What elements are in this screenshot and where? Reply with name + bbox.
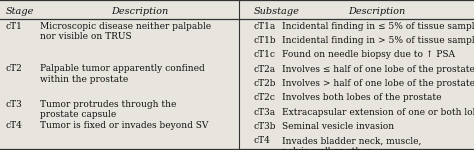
Text: cT4: cT4 bbox=[6, 121, 23, 130]
Text: Found on needle biopsy due to ↑ PSA: Found on needle biopsy due to ↑ PSA bbox=[282, 50, 455, 59]
Text: Microscopic disease neither palpable
nor visible on TRUS: Microscopic disease neither palpable nor… bbox=[40, 22, 211, 41]
Text: cT2a: cT2a bbox=[254, 65, 276, 74]
Text: Involves both lobes of the prostate: Involves both lobes of the prostate bbox=[282, 93, 441, 102]
Text: Stage: Stage bbox=[6, 7, 34, 16]
Text: cT2: cT2 bbox=[6, 64, 22, 73]
Text: cT3a: cT3a bbox=[254, 108, 276, 117]
Text: Extracapsular extension of one or both lobes: Extracapsular extension of one or both l… bbox=[282, 108, 474, 117]
Text: Substage: Substage bbox=[254, 7, 300, 16]
Text: Incidental finding in > 5% of tissue sample: Incidental finding in > 5% of tissue sam… bbox=[282, 36, 474, 45]
Text: cT1a: cT1a bbox=[254, 22, 276, 31]
Text: Description: Description bbox=[348, 7, 405, 16]
Text: cT3b: cT3b bbox=[254, 122, 276, 131]
Text: Invades bladder neck, muscle,
pelvic wall or other: Invades bladder neck, muscle, pelvic wal… bbox=[282, 136, 421, 150]
Text: cT2b: cT2b bbox=[254, 79, 276, 88]
Text: Tumor protrudes through the
prostate capsule: Tumor protrudes through the prostate cap… bbox=[40, 100, 177, 119]
Text: Description: Description bbox=[111, 7, 168, 16]
Text: Involves > half of one lobe of the prostate: Involves > half of one lobe of the prost… bbox=[282, 79, 474, 88]
Text: cT1: cT1 bbox=[6, 22, 23, 31]
Text: Involves ≤ half of one lobe of the prostate: Involves ≤ half of one lobe of the prost… bbox=[282, 65, 474, 74]
Text: cT4: cT4 bbox=[254, 136, 271, 145]
Text: cT1c: cT1c bbox=[254, 50, 275, 59]
Text: cT2c: cT2c bbox=[254, 93, 275, 102]
Text: Palpable tumor apparently confined
within the prostate: Palpable tumor apparently confined withi… bbox=[40, 64, 205, 84]
Text: Seminal vesicle invasion: Seminal vesicle invasion bbox=[282, 122, 394, 131]
Text: cT3: cT3 bbox=[6, 100, 22, 109]
Text: Tumor is fixed or invades beyond SV: Tumor is fixed or invades beyond SV bbox=[40, 121, 209, 130]
Text: cT1b: cT1b bbox=[254, 36, 276, 45]
Text: Incidental finding in ≤ 5% of tissue sample: Incidental finding in ≤ 5% of tissue sam… bbox=[282, 22, 474, 31]
